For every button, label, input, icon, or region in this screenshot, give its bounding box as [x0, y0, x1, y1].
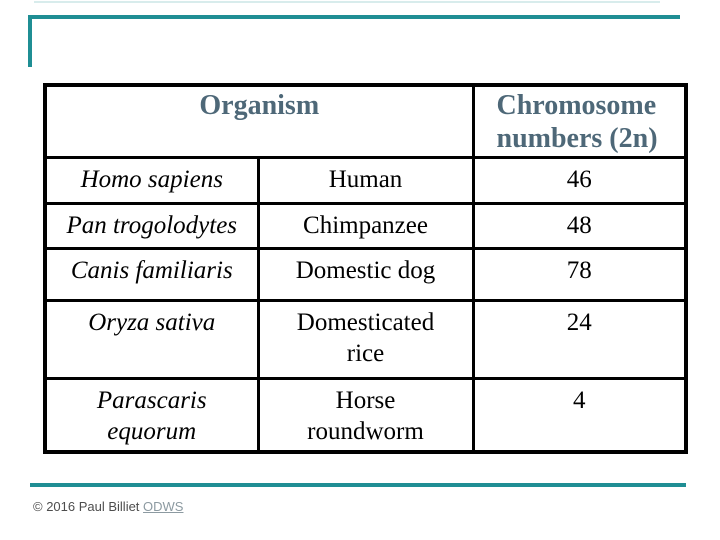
- top-accent-line: [28, 15, 680, 19]
- scientific-name-cell: Homo sapiens: [43, 155, 260, 205]
- chromosome-number-cell: 48: [471, 201, 688, 250]
- top-accent-faint-line: [34, 1, 660, 3]
- chromosome-number-cell: 78: [471, 246, 688, 302]
- common-name-cell: Horse roundworm: [256, 376, 475, 454]
- scientific-name-cell: Pan trogolodytes: [43, 201, 260, 250]
- chromosome-number-cell: 24: [471, 298, 688, 380]
- left-accent-line: [28, 15, 32, 67]
- table-header-row: Organism Chromosome numbers (2n): [43, 83, 688, 159]
- table-row: Oryza sativa Domesticated rice 24: [43, 298, 688, 380]
- copyright-text: © 2016 Paul Billiet ODWS: [33, 499, 183, 514]
- chromosome-header-cell: Chromosome numbers (2n): [471, 83, 688, 159]
- chromosome-number-cell: 4: [471, 376, 688, 454]
- chromosome-number-cell: 46: [471, 155, 688, 205]
- table-row: Homo sapiens Human 46: [43, 155, 688, 205]
- chromosome-table: Organism Chromosome numbers (2n) Homo sa…: [43, 83, 688, 454]
- common-name-cell: Domesticated rice: [256, 298, 475, 380]
- table-row: Pan trogolodytes Chimpanzee 48: [43, 201, 688, 250]
- common-name-cell: Chimpanzee: [256, 201, 475, 250]
- scientific-name-cell: Canis familiaris: [43, 246, 260, 302]
- table-row: Parascaris equorum Horse roundworm 4: [43, 376, 688, 454]
- scientific-name-cell: Parascaris equorum: [43, 376, 260, 454]
- table-row: Canis familiaris Domestic dog 78: [43, 246, 688, 302]
- footer-accent-line: [30, 483, 686, 487]
- common-name-cell: Domestic dog: [256, 246, 475, 302]
- odws-link[interactable]: ODWS: [143, 499, 184, 514]
- common-name-cell: Human: [256, 155, 475, 205]
- scientific-name-cell: Oryza sativa: [43, 298, 260, 380]
- copyright-label: © 2016 Paul Billiet: [33, 499, 144, 514]
- organism-header-cell: Organism: [43, 83, 475, 159]
